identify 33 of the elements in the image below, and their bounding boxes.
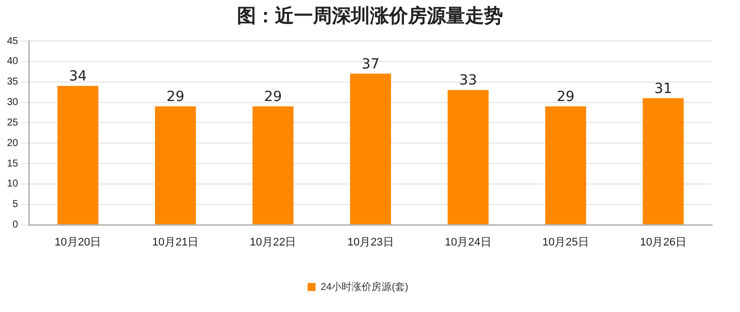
y-tick-label: 25 [7, 117, 19, 128]
data-label: 31 [654, 80, 672, 97]
bar [350, 74, 392, 224]
data-label: 37 [362, 56, 380, 72]
bar [154, 106, 196, 224]
x-tick-label: 10月24日 [444, 236, 492, 248]
data-label: 33 [459, 72, 478, 89]
y-tick-label: 5 [12, 199, 19, 210]
y-tick-label: 15 [7, 158, 19, 170]
x-tick-label: 10月25日 [542, 236, 589, 248]
x-tick-label: 10月26日 [640, 236, 686, 248]
bar [252, 106, 294, 224]
x-tick-label: 10月23日 [347, 236, 394, 248]
data-label: 29 [556, 88, 575, 105]
x-tick-label: 10月21日 [152, 236, 199, 248]
y-tick-label: 0 [12, 220, 19, 231]
data-label: 34 [68, 68, 87, 85]
y-tick-label: 40 [7, 56, 19, 68]
y-tick-label: 20 [7, 138, 19, 149]
y-tick-label: 10 [7, 178, 19, 190]
y-tick-label: 45 [7, 36, 19, 47]
y-tick-label: 35 [7, 76, 19, 88]
x-tick-label: 10月20日 [54, 236, 102, 248]
bar [642, 98, 684, 224]
data-label: 29 [166, 88, 184, 105]
bar [57, 86, 98, 224]
bar [545, 106, 586, 224]
legend-label: 24小时涨价房源(套) [320, 280, 408, 293]
data-label: 29 [264, 88, 282, 105]
x-tick-label: 10月22日 [250, 236, 296, 248]
bar [448, 90, 489, 224]
y-tick-label: 30 [7, 97, 19, 108]
chart-title: 图：近一周深圳涨价房源量走势 [236, 4, 504, 29]
